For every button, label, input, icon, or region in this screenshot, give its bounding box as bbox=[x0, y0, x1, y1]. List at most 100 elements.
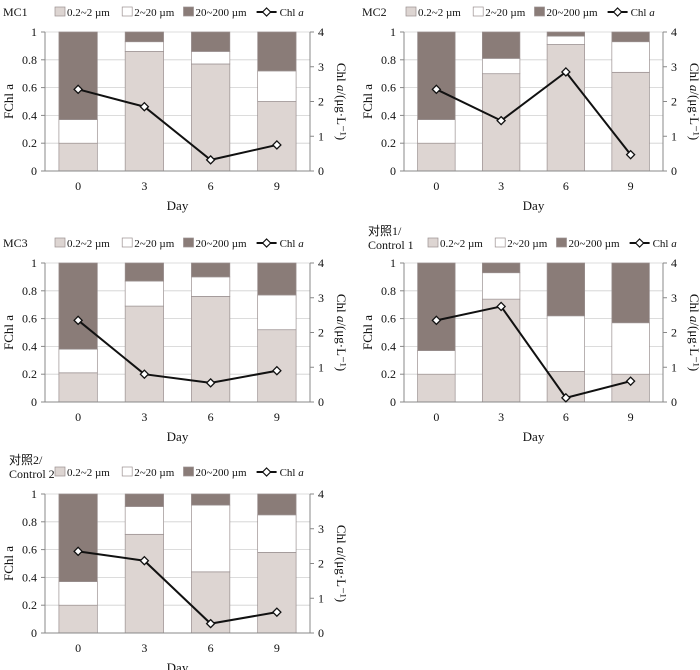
bar-20-200um bbox=[191, 493, 231, 506]
y-tick-label-right: 1 bbox=[318, 591, 324, 605]
y-tick-label-left: 0 bbox=[390, 164, 396, 178]
bar-2-20um bbox=[257, 514, 297, 553]
y-tick-label-right: 2 bbox=[318, 557, 324, 571]
y-tick-label-left: 1 bbox=[390, 25, 396, 39]
y-tick-label-left: 0.2 bbox=[22, 598, 37, 612]
x-tick-label: 6 bbox=[208, 179, 214, 193]
legend-swatch bbox=[494, 237, 506, 248]
legend-swatch bbox=[54, 237, 66, 248]
legend-marker bbox=[261, 7, 272, 17]
legend-label: Chl a bbox=[653, 238, 678, 250]
bar-20-200um bbox=[611, 31, 650, 43]
legend-swatch bbox=[183, 237, 194, 248]
chl-a-point bbox=[496, 301, 507, 312]
bar-2-20um bbox=[417, 119, 456, 144]
chl-a-line bbox=[77, 88, 278, 161]
bar-0-2-2um bbox=[417, 373, 456, 403]
y-tick-label-right: 1 bbox=[318, 129, 324, 143]
bar-20-200um bbox=[191, 262, 231, 278]
y-tick-label-left: 0.4 bbox=[381, 108, 396, 122]
bar-20-200um bbox=[257, 262, 297, 296]
legend-marker bbox=[261, 238, 272, 248]
legend-label: 0.2~2 µm bbox=[418, 7, 461, 19]
panel-label: MC1 bbox=[3, 5, 28, 19]
y-tick-label-right: 4 bbox=[671, 256, 677, 270]
bar-2-20um bbox=[257, 70, 297, 102]
y-tick-label-left: 0.8 bbox=[22, 515, 37, 529]
x-tick-label: 0 bbox=[75, 641, 81, 655]
bar-2-20um bbox=[58, 119, 98, 144]
chl-a-point bbox=[271, 140, 282, 150]
y-tick-label-right: 4 bbox=[318, 487, 324, 501]
y-axis-title-right: Chl a/(μg·L⁻¹) bbox=[687, 63, 700, 140]
x-tick-label: 3 bbox=[498, 179, 504, 193]
legend-swatch bbox=[54, 466, 66, 477]
bar-20-200um bbox=[611, 262, 650, 324]
legend-swatch bbox=[405, 6, 417, 17]
bar-2-20um bbox=[257, 294, 297, 331]
chl-a-point bbox=[625, 376, 636, 387]
chl-a-line bbox=[435, 70, 632, 156]
y-tick-label-left: 1 bbox=[390, 256, 396, 270]
legend-label: 20~200 µm bbox=[196, 238, 248, 250]
chl-a-point bbox=[271, 607, 282, 618]
bar-20-200um bbox=[191, 31, 231, 52]
panel-label: 对照2/ bbox=[9, 453, 43, 467]
bar-0-2-2um bbox=[58, 604, 98, 634]
legend-label: 20~200 µm bbox=[196, 467, 248, 479]
bar-20-200um bbox=[417, 262, 456, 351]
y-tick-label-left: 0 bbox=[31, 626, 37, 640]
bar-2-20um bbox=[124, 280, 164, 307]
chl-a-point bbox=[625, 149, 636, 160]
y-tick-label-right: 3 bbox=[671, 60, 677, 74]
x-axis-title: Day bbox=[523, 198, 545, 213]
y-axis-title-left: FChl a bbox=[1, 84, 16, 119]
chart-panel-2: 0 0.2 0.4 0.6 0.8 1 0 1 2 3 4 0 3 6 9 Day FChl a Chl a/(μ… bbox=[360, 5, 700, 213]
bar-2-20um bbox=[546, 315, 586, 372]
bar-2-20um bbox=[124, 41, 164, 52]
legend-label: 20~200 µm bbox=[196, 7, 248, 19]
legend-swatch bbox=[183, 466, 194, 477]
y-tick-label-right: 0 bbox=[318, 164, 324, 178]
legend-swatch bbox=[54, 6, 66, 17]
legend-label: 0.2~2 µm bbox=[67, 467, 110, 479]
legend-marker bbox=[612, 7, 623, 17]
x-tick-label: 6 bbox=[208, 410, 214, 424]
y-tick-label-left: 0.2 bbox=[22, 136, 37, 150]
y-tick-label-left: 0.4 bbox=[22, 570, 37, 584]
bar-2-20um bbox=[417, 350, 456, 375]
legend-label: Chl a bbox=[280, 467, 305, 479]
bar-20-200um bbox=[481, 31, 521, 59]
bar-20-200um bbox=[124, 31, 164, 43]
y-tick-label-right: 3 bbox=[318, 60, 324, 74]
bar-2-20um bbox=[611, 41, 650, 73]
chl-a-point bbox=[205, 377, 216, 388]
legend-label: Chl a bbox=[280, 238, 305, 250]
y-tick-label-left: 0.8 bbox=[381, 53, 396, 67]
chl-a-line bbox=[77, 550, 278, 625]
y-tick-label-left: 0.2 bbox=[381, 136, 396, 150]
legend-label: 20~200 µm bbox=[569, 238, 621, 250]
y-tick-label-right: 2 bbox=[318, 326, 324, 340]
x-tick-label: 3 bbox=[141, 410, 147, 424]
bar-20-200um bbox=[546, 262, 586, 317]
bar-20-200um bbox=[257, 31, 297, 72]
bar-20-200um bbox=[58, 493, 98, 582]
bar-20-200um bbox=[417, 31, 456, 120]
bar-2-20um bbox=[124, 506, 164, 535]
bar-0-2-2um bbox=[58, 372, 98, 403]
chart-panel-3: 0 0.2 0.4 0.6 0.8 1 0 1 2 3 4 0 3 6 9 Day FChl a Chl a/(μ… bbox=[1, 236, 349, 444]
legend-label: Chl a bbox=[631, 7, 656, 19]
y-tick-label-right: 1 bbox=[671, 360, 677, 374]
y-tick-label-right: 3 bbox=[318, 291, 324, 305]
x-tick-label: 6 bbox=[563, 179, 569, 193]
y-tick-label-right: 0 bbox=[318, 626, 324, 640]
chl-a-point bbox=[496, 115, 507, 126]
y-tick-label-right: 4 bbox=[671, 25, 677, 39]
chl-a-point bbox=[73, 84, 84, 95]
chart-panel-1: 0 0.2 0.4 0.6 0.8 1 0 1 2 3 4 0 3 6 9 Day FChl a Chl a/(μ… bbox=[1, 5, 349, 213]
y-axis-title-right: Chl a/(μg·L⁻¹) bbox=[334, 294, 349, 371]
y-tick-label-left: 1 bbox=[31, 487, 37, 501]
chl-a-point bbox=[139, 101, 150, 112]
chl-a-point bbox=[271, 365, 282, 376]
